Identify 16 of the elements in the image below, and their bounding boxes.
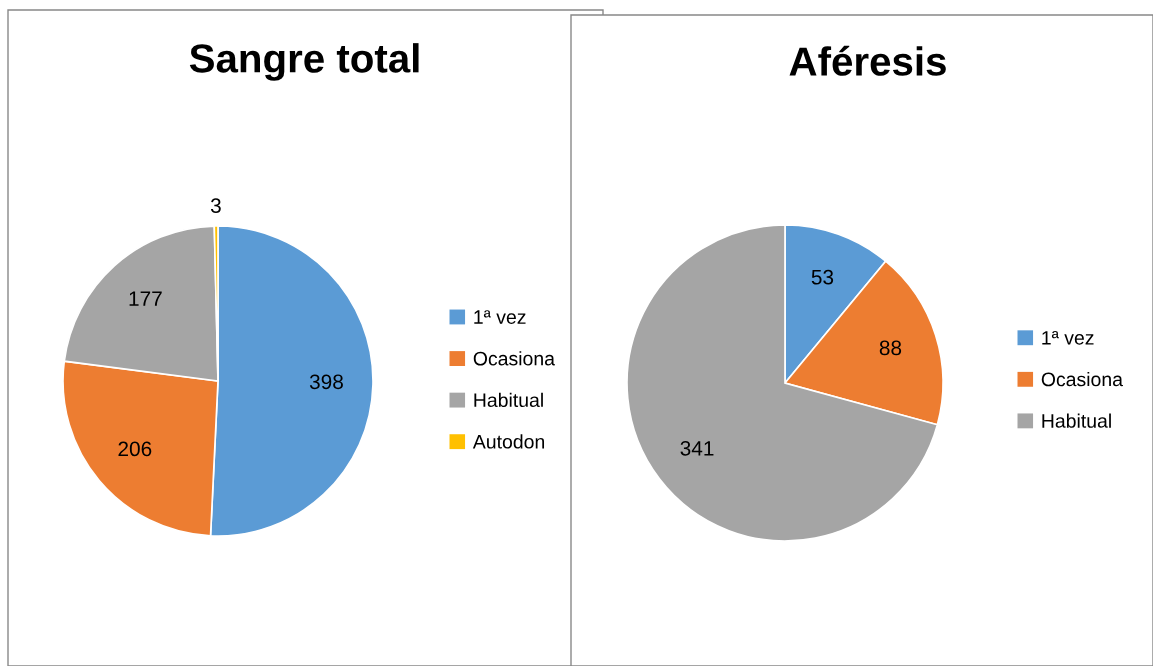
legend-label: 1ª vez	[1042, 330, 1094, 345]
legend-label: Autodon	[472, 434, 545, 449]
data-label: 3	[210, 198, 221, 214]
data-label: 53	[811, 269, 834, 285]
legend-label: Habitual	[1042, 413, 1111, 428]
legend-label: Habitual	[474, 392, 543, 408]
legend-label: Ocasiona	[473, 351, 555, 366]
data-label: 88	[879, 340, 902, 356]
data-label: 206	[118, 441, 152, 457]
legend-label: Ocasiona	[1041, 371, 1123, 387]
data-label: 177	[129, 291, 162, 306]
chart-title: Aféresis	[789, 45, 946, 76]
chart-title: Sangre total	[189, 43, 419, 81]
data-label: 398	[309, 374, 343, 390]
legend-label: 1ª vez	[474, 310, 526, 324]
data-label: 341	[680, 440, 714, 456]
